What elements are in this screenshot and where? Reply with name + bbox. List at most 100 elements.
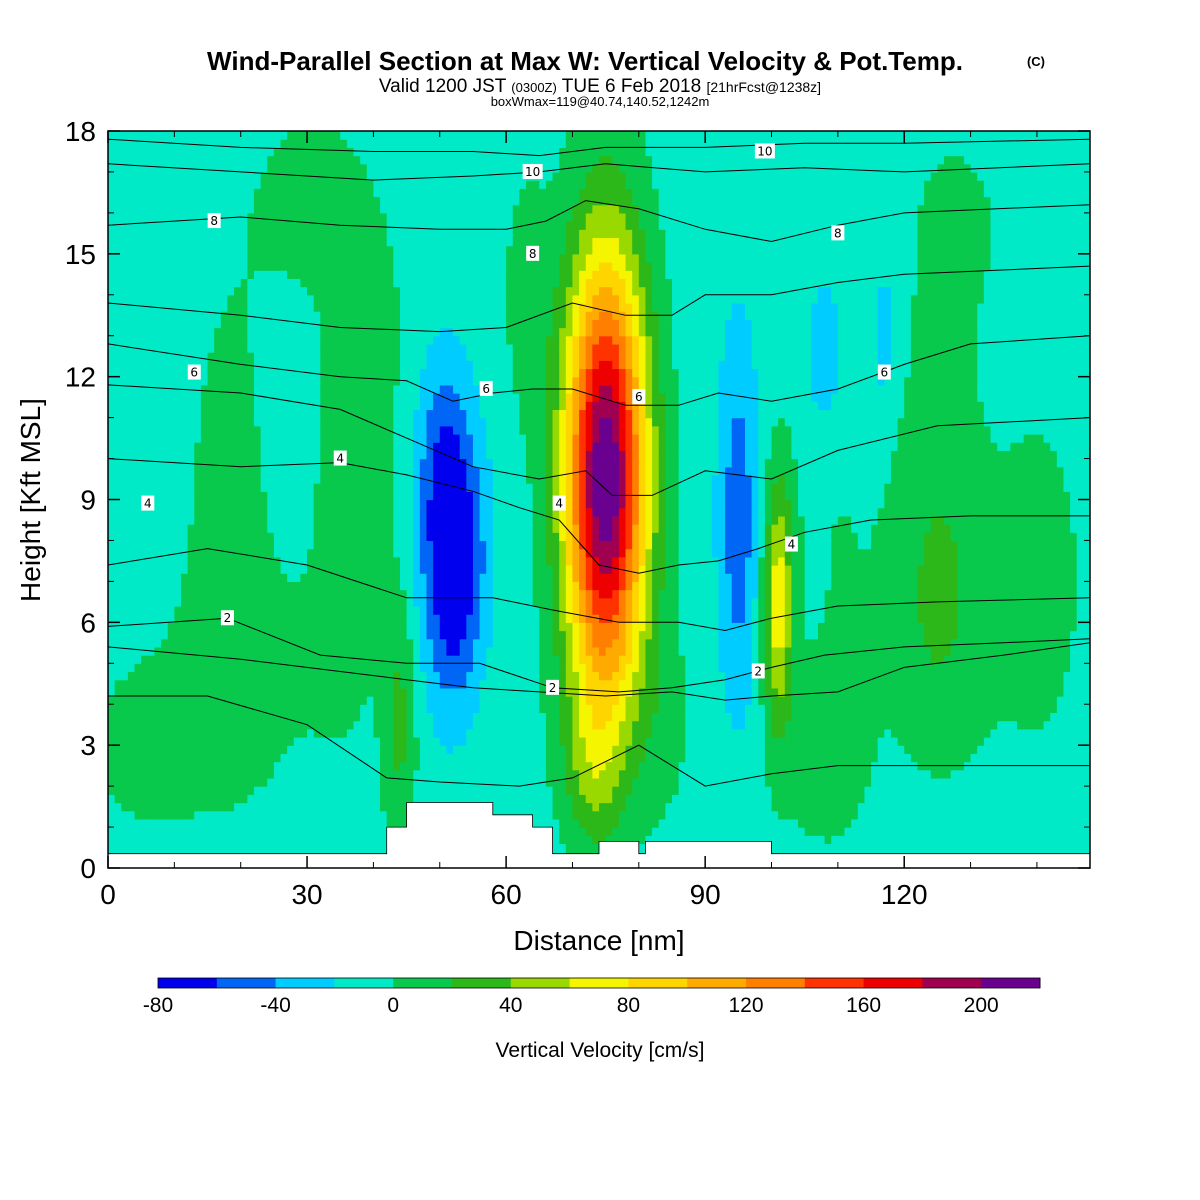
field-cell — [1056, 736, 1065, 746]
field-cell — [572, 646, 580, 656]
field-cell — [386, 786, 394, 795]
field-cell — [559, 622, 567, 632]
field-cell — [1003, 687, 1011, 697]
field-cell — [605, 671, 613, 681]
field-cell — [738, 655, 746, 664]
field-cell — [1017, 614, 1025, 623]
field-cell — [214, 696, 222, 705]
field-cell — [287, 704, 295, 714]
field-cell — [904, 728, 912, 738]
field-cell — [121, 597, 129, 607]
field-cell — [486, 728, 494, 738]
field-cell — [552, 704, 560, 714]
field-cell — [453, 769, 461, 779]
field-cell — [1083, 663, 1090, 673]
field-cell — [307, 843, 315, 853]
field-cell — [134, 663, 142, 673]
field-cell — [1017, 597, 1025, 607]
field-cell — [572, 614, 580, 623]
field-cell — [671, 646, 680, 656]
field-cell — [127, 712, 136, 722]
field-cell — [247, 630, 255, 640]
field-cell — [353, 630, 361, 640]
field-cell — [121, 753, 129, 763]
field-cell — [618, 745, 627, 754]
field-cell — [1063, 736, 1071, 746]
field-cell — [638, 614, 647, 623]
field-cell — [572, 720, 580, 730]
field-cell — [207, 827, 215, 836]
field-cell — [804, 638, 812, 648]
field-cell — [552, 597, 560, 607]
field-cell — [877, 704, 885, 714]
field-cell — [645, 769, 653, 779]
field-cell — [599, 802, 607, 812]
field-cell — [658, 745, 666, 754]
field-cell — [333, 728, 341, 738]
field-cell — [479, 794, 487, 804]
field-cell — [738, 736, 746, 746]
field-cell — [1056, 638, 1065, 648]
field-cell — [884, 753, 892, 763]
field-cell — [798, 597, 806, 607]
field-cell — [479, 663, 487, 673]
field-cell — [247, 835, 255, 845]
field-cell — [1023, 794, 1031, 804]
field-cell — [466, 687, 474, 697]
field-cell — [506, 614, 514, 623]
field-cell — [220, 786, 229, 795]
field-cell — [877, 614, 885, 623]
field-cell — [220, 655, 229, 664]
field-cell — [718, 835, 726, 845]
field-cell — [963, 745, 972, 754]
field-cell — [798, 622, 806, 632]
field-cell — [705, 736, 713, 746]
field-cell — [924, 646, 932, 656]
field-cell — [380, 679, 388, 689]
field-cell — [234, 671, 242, 681]
field-cell — [313, 687, 321, 697]
field-cell — [207, 794, 215, 804]
field-cell — [705, 786, 713, 795]
field-cell — [937, 696, 945, 705]
field-cell — [791, 728, 799, 738]
field-cell — [227, 818, 235, 828]
field-cell — [134, 630, 142, 640]
field-cell — [539, 753, 547, 763]
field-cell — [300, 818, 308, 828]
field-cell — [751, 679, 759, 689]
field-cell — [247, 646, 255, 656]
field-cell — [1076, 622, 1084, 632]
field-cell — [718, 614, 726, 623]
field-cell — [486, 794, 494, 804]
field-cell — [479, 687, 487, 697]
field-cell — [486, 638, 494, 648]
field-cell — [360, 712, 368, 722]
field-cell — [194, 769, 202, 779]
field-cell — [638, 605, 647, 615]
field-cell — [439, 769, 447, 779]
field-cell — [333, 810, 341, 820]
field-cell — [744, 638, 753, 648]
field-cell — [346, 671, 355, 681]
field-cell — [267, 663, 275, 673]
field-cell — [937, 605, 945, 615]
field-cell — [214, 638, 222, 648]
field-cell — [950, 745, 958, 754]
field-cell — [930, 745, 938, 754]
field-cell — [280, 712, 288, 722]
field-cell — [1003, 605, 1011, 615]
field-cell — [545, 597, 554, 607]
field-cell — [353, 835, 361, 845]
field-cell — [751, 704, 759, 714]
field-cell — [1056, 843, 1065, 853]
field-cell — [599, 638, 607, 648]
field-cell — [963, 769, 972, 779]
field-cell — [333, 696, 341, 705]
field-cell — [287, 696, 295, 705]
field-cell — [579, 671, 587, 681]
field-cell — [320, 671, 328, 681]
field-cell — [718, 605, 726, 615]
field-cell — [831, 712, 839, 722]
field-cell — [360, 704, 368, 714]
